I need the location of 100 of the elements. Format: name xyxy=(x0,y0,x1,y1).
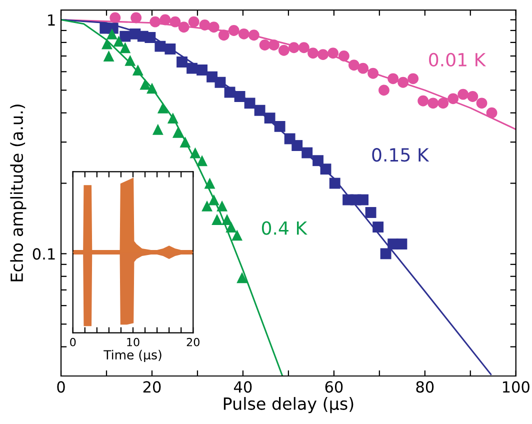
point xyxy=(302,147,313,158)
point xyxy=(216,200,228,212)
point xyxy=(368,68,379,79)
point xyxy=(167,112,178,124)
point xyxy=(106,28,118,40)
point xyxy=(396,238,408,250)
point xyxy=(157,102,168,114)
point xyxy=(176,56,188,68)
point xyxy=(218,30,230,41)
x-tick-label: 40 xyxy=(234,381,252,393)
point xyxy=(292,140,303,151)
point xyxy=(318,49,328,60)
point xyxy=(320,164,332,175)
point xyxy=(144,32,156,43)
point xyxy=(398,76,409,88)
x-tick-label: 10 xyxy=(127,338,140,346)
point xyxy=(328,48,338,59)
series-label: 0.15 K xyxy=(372,148,430,162)
point xyxy=(188,16,200,28)
point xyxy=(254,104,266,116)
point xyxy=(268,40,280,50)
point xyxy=(378,84,390,96)
point xyxy=(222,214,233,225)
point xyxy=(186,62,198,74)
point xyxy=(180,136,191,148)
y-axis-title: Echo amplitude (a.u.) xyxy=(10,104,26,282)
point xyxy=(274,120,286,132)
point xyxy=(110,12,121,24)
point xyxy=(208,194,220,206)
point xyxy=(124,54,136,66)
point xyxy=(196,64,208,76)
point xyxy=(248,30,260,41)
point xyxy=(232,230,243,241)
point xyxy=(298,42,310,54)
point xyxy=(120,42,131,54)
x-tick-label: 20 xyxy=(186,338,200,346)
point xyxy=(358,62,369,74)
point xyxy=(199,20,210,30)
point xyxy=(101,38,112,50)
point xyxy=(164,44,176,54)
point xyxy=(132,64,144,76)
point xyxy=(160,14,171,26)
point xyxy=(238,28,250,40)
point xyxy=(476,98,488,109)
point xyxy=(428,98,439,109)
line-series xyxy=(61,19,492,376)
x-axis-title: Time (µs) xyxy=(104,350,162,362)
point xyxy=(388,73,399,84)
point xyxy=(486,107,498,118)
point xyxy=(154,40,166,52)
point xyxy=(408,73,419,84)
x-tick-label: 100 xyxy=(502,381,530,393)
point xyxy=(113,36,124,47)
point xyxy=(278,44,290,56)
point xyxy=(130,12,142,24)
point xyxy=(467,91,478,102)
point xyxy=(372,222,384,233)
x-tick-label: 20 xyxy=(143,381,161,393)
point xyxy=(348,60,360,71)
point xyxy=(226,222,237,233)
point xyxy=(170,16,181,28)
series-label: 0.01 K xyxy=(429,52,486,67)
point xyxy=(308,48,318,59)
point xyxy=(244,98,256,109)
point xyxy=(228,25,240,36)
point xyxy=(214,76,226,88)
x-tick-label: 60 xyxy=(325,381,343,393)
point xyxy=(224,86,236,98)
point xyxy=(208,22,220,33)
point xyxy=(150,16,161,28)
point xyxy=(418,95,429,106)
x-tick-label: 80 xyxy=(416,381,434,393)
point xyxy=(202,200,212,212)
x-axis-title: Pulse delay (µs) xyxy=(224,397,354,414)
point xyxy=(264,112,276,124)
x-tick-label: 0 xyxy=(57,381,65,393)
point xyxy=(172,126,184,138)
point xyxy=(146,82,158,94)
point xyxy=(140,78,151,90)
x-tick-label: 0 xyxy=(70,338,76,346)
point xyxy=(236,272,248,284)
point xyxy=(458,88,469,100)
y-tick-label: 1 xyxy=(48,14,55,26)
point xyxy=(178,22,190,33)
point xyxy=(312,155,324,166)
point xyxy=(196,155,208,166)
point xyxy=(448,93,459,104)
point xyxy=(329,178,340,189)
y-tick-label: 0.1 xyxy=(32,248,55,260)
point xyxy=(365,207,376,218)
point xyxy=(259,40,270,50)
point xyxy=(103,50,114,62)
point xyxy=(288,42,300,54)
point xyxy=(338,50,350,62)
point xyxy=(380,248,392,260)
point xyxy=(358,194,369,206)
point xyxy=(152,124,164,135)
point xyxy=(438,98,449,109)
point xyxy=(190,147,201,158)
point xyxy=(212,214,223,225)
